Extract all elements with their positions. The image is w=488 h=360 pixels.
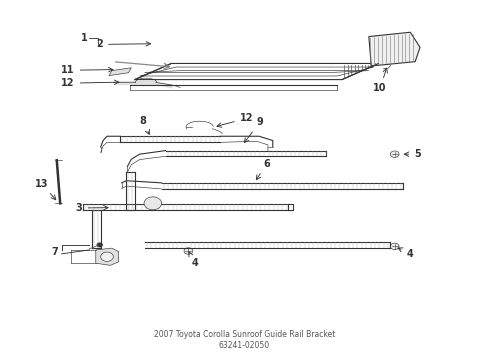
Text: 12: 12 (61, 78, 119, 88)
Circle shape (144, 197, 161, 210)
Text: 7: 7 (51, 247, 58, 257)
Circle shape (97, 243, 102, 247)
Text: 3: 3 (76, 203, 108, 213)
Text: 10: 10 (372, 68, 386, 93)
Text: 13: 13 (35, 179, 56, 200)
Text: 11: 11 (61, 65, 113, 75)
Text: 2007 Toyota Corolla Sunroof Guide Rail Bracket
63241-02050: 2007 Toyota Corolla Sunroof Guide Rail B… (154, 329, 334, 350)
Text: 5: 5 (404, 149, 420, 159)
Text: 2: 2 (96, 40, 150, 49)
Text: 4: 4 (188, 252, 198, 268)
Circle shape (389, 151, 398, 157)
Circle shape (389, 243, 398, 249)
Text: 9: 9 (244, 117, 263, 143)
Text: 4: 4 (397, 248, 412, 258)
Polygon shape (368, 32, 419, 66)
Polygon shape (109, 68, 131, 76)
Circle shape (183, 248, 192, 254)
Circle shape (101, 252, 113, 261)
Text: 8: 8 (140, 116, 149, 134)
Text: 6: 6 (256, 158, 270, 180)
Text: 12: 12 (217, 113, 253, 127)
Text: 1: 1 (81, 33, 87, 43)
Polygon shape (96, 248, 119, 265)
